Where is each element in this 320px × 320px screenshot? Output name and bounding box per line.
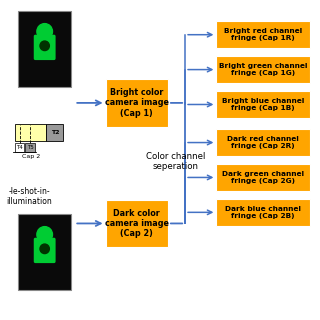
Circle shape <box>37 24 52 39</box>
FancyBboxPatch shape <box>106 79 168 127</box>
Text: Dark blue channel
fringe (Cap 2B): Dark blue channel fringe (Cap 2B) <box>225 206 301 219</box>
FancyBboxPatch shape <box>216 129 310 156</box>
FancyBboxPatch shape <box>216 56 310 83</box>
Circle shape <box>37 227 52 243</box>
Circle shape <box>40 244 49 253</box>
Text: T5: T5 <box>27 145 33 150</box>
Text: Bright color
camera image
(Cap 1): Bright color camera image (Cap 1) <box>105 88 169 118</box>
Text: Bright green channel
fringe (Cap 1G): Bright green channel fringe (Cap 1G) <box>219 63 308 76</box>
FancyBboxPatch shape <box>34 35 56 60</box>
FancyBboxPatch shape <box>106 200 168 247</box>
FancyBboxPatch shape <box>216 91 310 118</box>
Text: Cap 2: Cap 2 <box>22 154 40 159</box>
FancyBboxPatch shape <box>46 124 63 141</box>
Text: Dark green channel
fringe (Cap 2G): Dark green channel fringe (Cap 2G) <box>222 171 304 184</box>
Text: Bright blue channel
fringe (Cap 1B): Bright blue channel fringe (Cap 1B) <box>222 98 304 111</box>
FancyBboxPatch shape <box>216 21 310 48</box>
FancyBboxPatch shape <box>18 214 71 290</box>
FancyBboxPatch shape <box>34 238 56 263</box>
Text: T4: T4 <box>16 145 23 150</box>
Text: -le-shot-in-
illumination: -le-shot-in- illumination <box>6 187 52 206</box>
FancyBboxPatch shape <box>15 124 46 141</box>
FancyBboxPatch shape <box>18 11 71 87</box>
Text: Bright red channel
fringe (Cap 1R): Bright red channel fringe (Cap 1R) <box>224 28 302 41</box>
FancyBboxPatch shape <box>25 143 35 152</box>
Text: Dark red channel
fringe (Cap 2R): Dark red channel fringe (Cap 2R) <box>227 136 299 149</box>
Text: Color channel
seperation: Color channel seperation <box>146 152 205 171</box>
FancyBboxPatch shape <box>15 143 24 152</box>
FancyBboxPatch shape <box>216 199 310 226</box>
Text: Dark color
camera image
(Cap 2): Dark color camera image (Cap 2) <box>105 209 169 238</box>
Text: T2: T2 <box>51 130 59 135</box>
Circle shape <box>40 41 49 51</box>
FancyBboxPatch shape <box>216 164 310 191</box>
